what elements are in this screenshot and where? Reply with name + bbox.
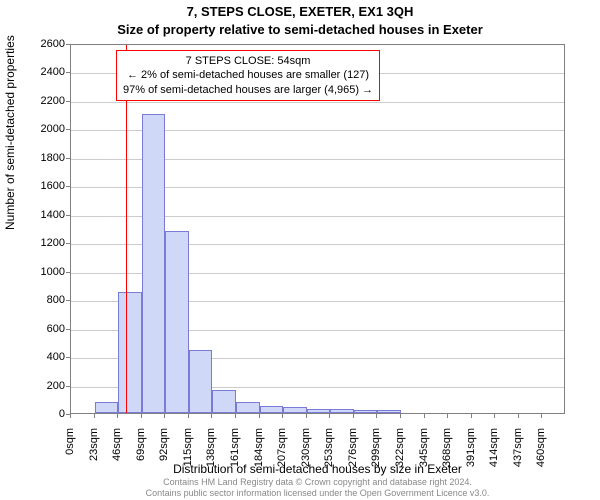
histogram-bar xyxy=(212,390,236,413)
x-tick-label: 115sqm xyxy=(182,428,194,488)
y-axis-label: Number of semi-detached properties xyxy=(3,35,17,230)
x-tick-label: 299sqm xyxy=(370,428,382,488)
x-tick-label: 0sqm xyxy=(64,428,76,488)
y-tick-label: 2600 xyxy=(25,38,65,50)
histogram-bar xyxy=(330,409,354,413)
y-tick-mark xyxy=(66,129,70,130)
x-tick-mark xyxy=(329,414,330,418)
y-tick-label: 0 xyxy=(25,408,65,420)
histogram-bar xyxy=(142,114,166,413)
x-tick-mark xyxy=(447,414,448,418)
y-tick-mark xyxy=(66,357,70,358)
y-tick-mark xyxy=(66,186,70,187)
x-tick-label: 230sqm xyxy=(300,428,312,488)
x-tick-mark xyxy=(164,414,165,418)
y-tick-label: 800 xyxy=(25,294,65,306)
annotation-line: ← 2% of semi-detached houses are smaller… xyxy=(123,68,373,82)
x-tick-label: 368sqm xyxy=(441,428,453,488)
y-tick-mark xyxy=(66,44,70,45)
chart-title-address: 7, STEPS CLOSE, EXETER, EX1 3QH xyxy=(0,4,600,19)
x-tick-label: 161sqm xyxy=(229,428,241,488)
y-tick-mark xyxy=(66,329,70,330)
histogram-bar xyxy=(354,410,378,413)
x-tick-label: 322sqm xyxy=(394,428,406,488)
y-tick-mark xyxy=(66,72,70,73)
x-tick-mark xyxy=(424,414,425,418)
x-tick-mark xyxy=(400,414,401,418)
x-tick-label: 23sqm xyxy=(88,428,100,488)
histogram-bar xyxy=(377,410,401,413)
histogram-bar xyxy=(260,406,284,413)
histogram-bar xyxy=(283,407,307,413)
x-tick-label: 253sqm xyxy=(323,428,335,488)
x-tick-mark xyxy=(70,414,71,418)
y-tick-label: 1000 xyxy=(25,266,65,278)
x-tick-mark xyxy=(94,414,95,418)
x-tick-mark xyxy=(117,414,118,418)
x-tick-label: 92sqm xyxy=(158,428,170,488)
x-tick-mark xyxy=(494,414,495,418)
y-tick-mark xyxy=(66,272,70,273)
x-tick-label: 345sqm xyxy=(418,428,430,488)
y-tick-label: 600 xyxy=(25,323,65,335)
y-tick-label: 200 xyxy=(25,380,65,392)
x-tick-mark xyxy=(235,414,236,418)
x-tick-mark xyxy=(353,414,354,418)
y-tick-label: 1400 xyxy=(25,209,65,221)
y-tick-label: 2200 xyxy=(25,95,65,107)
x-tick-mark xyxy=(541,414,542,418)
y-tick-mark xyxy=(66,215,70,216)
y-tick-label: 2400 xyxy=(25,66,65,78)
histogram-bar xyxy=(118,292,142,413)
x-tick-mark xyxy=(376,414,377,418)
x-tick-label: 276sqm xyxy=(347,428,359,488)
x-tick-label: 184sqm xyxy=(253,428,265,488)
x-tick-label: 437sqm xyxy=(512,428,524,488)
footer-line2: Contains public sector information licen… xyxy=(146,488,490,498)
y-tick-mark xyxy=(66,386,70,387)
y-tick-label: 1200 xyxy=(25,237,65,249)
x-tick-label: 138sqm xyxy=(205,428,217,488)
property-size-chart: 7, STEPS CLOSE, EXETER, EX1 3QH Size of … xyxy=(0,0,600,500)
histogram-bar xyxy=(236,402,260,413)
histogram-bar xyxy=(165,231,189,413)
annotation-box: 7 STEPS CLOSE: 54sqm← 2% of semi-detache… xyxy=(116,50,380,101)
x-tick-label: 414sqm xyxy=(488,428,500,488)
x-tick-label: 46sqm xyxy=(111,428,123,488)
chart-title-description: Size of property relative to semi-detach… xyxy=(0,22,600,37)
x-tick-mark xyxy=(211,414,212,418)
histogram-bar xyxy=(189,350,213,413)
x-tick-label: 391sqm xyxy=(465,428,477,488)
y-tick-label: 2000 xyxy=(25,123,65,135)
x-tick-mark xyxy=(188,414,189,418)
x-tick-mark xyxy=(282,414,283,418)
x-tick-label: 207sqm xyxy=(276,428,288,488)
y-tick-mark xyxy=(66,101,70,102)
x-tick-mark xyxy=(259,414,260,418)
y-tick-mark xyxy=(66,158,70,159)
x-tick-mark xyxy=(471,414,472,418)
x-tick-mark xyxy=(518,414,519,418)
x-tick-label: 460sqm xyxy=(535,428,547,488)
histogram-bar xyxy=(307,409,331,413)
annotation-line: 7 STEPS CLOSE: 54sqm xyxy=(123,54,373,68)
histogram-bar xyxy=(95,402,119,413)
x-tick-mark xyxy=(141,414,142,418)
x-tick-mark xyxy=(306,414,307,418)
y-tick-label: 400 xyxy=(25,351,65,363)
gridline xyxy=(71,102,564,103)
y-tick-label: 1600 xyxy=(25,180,65,192)
y-tick-mark xyxy=(66,300,70,301)
x-tick-label: 69sqm xyxy=(135,428,147,488)
y-tick-label: 1800 xyxy=(25,152,65,164)
annotation-line: 97% of semi-detached houses are larger (… xyxy=(123,83,373,97)
y-tick-mark xyxy=(66,243,70,244)
